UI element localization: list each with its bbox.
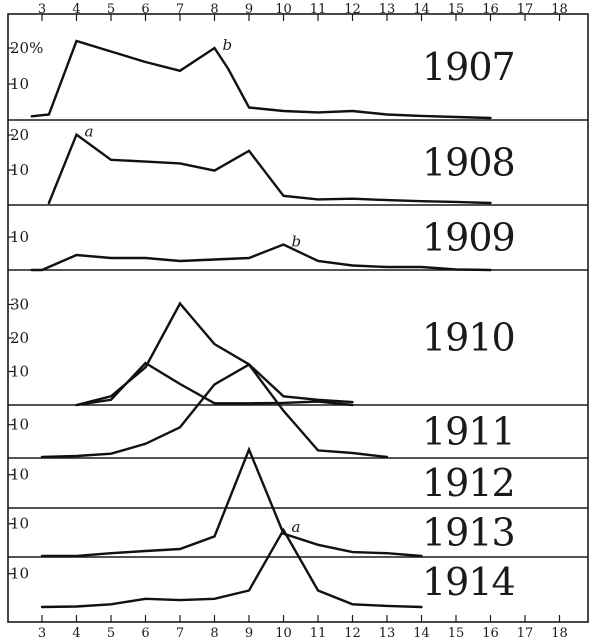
x-tick-label-top-14: 14: [413, 2, 430, 17]
x-tick-label-top-5: 5: [107, 2, 115, 17]
series-line-1911: [75, 301, 354, 407]
x-tick-label-top-11: 11: [310, 2, 327, 17]
chart-frame: [7, 13, 589, 623]
y-tick-label-1909-10: 10: [10, 228, 29, 246]
x-tick-label-bottom-3: 3: [38, 626, 46, 641]
x-tick-label-bottom-8: 8: [210, 626, 218, 641]
annotation-1909-b: b: [292, 233, 302, 251]
annotation-1907-b: b: [223, 36, 233, 54]
year-label-1908: 1908: [422, 141, 515, 185]
series-line-1908: [47, 132, 492, 205]
series-line-1913: [40, 446, 423, 558]
x-tick-label-bottom-13: 13: [379, 626, 396, 641]
series-line-1912: [40, 363, 389, 459]
x-tick-label-bottom-5: 5: [107, 626, 115, 641]
x-tick-label-top-17: 17: [517, 2, 534, 17]
year-label-1914: 1914: [422, 560, 515, 604]
x-tick-label-bottom-9: 9: [245, 626, 253, 641]
x-tick-label-top-15: 15: [448, 2, 465, 17]
x-tick-label-top-10: 10: [275, 2, 292, 17]
x-tick-label-bottom-6: 6: [141, 626, 149, 641]
y-tick-label-1908-10: 10: [10, 161, 29, 179]
series-line-1907: [30, 39, 492, 120]
year-label-1912: 1912: [422, 461, 515, 505]
x-tick-label-top-12: 12: [344, 2, 361, 17]
x-tick-label-top-7: 7: [176, 2, 184, 17]
x-tick-label-bottom-15: 15: [448, 626, 465, 641]
y-tick-label-1907-20: 20%: [10, 39, 43, 57]
year-label-1911: 1911: [422, 410, 515, 454]
y-tick-label-1910-30: 30: [10, 296, 29, 314]
x-tick-label-top-9: 9: [245, 2, 253, 17]
year-label-1913: 1913: [422, 511, 515, 555]
series-line-1914: [40, 527, 423, 609]
x-tick-label-bottom-4: 4: [72, 626, 80, 641]
y-tick-label-1911-10: 10: [10, 416, 29, 434]
y-tick-label-1907-10: 10: [10, 75, 29, 93]
year-label-1909: 1909: [422, 216, 515, 260]
x-tick-label-bottom-18: 18: [551, 626, 568, 641]
series-line-1909: [30, 243, 492, 272]
x-tick-label-bottom-10: 10: [275, 626, 292, 641]
annotation-1914-a: a: [292, 518, 301, 536]
x-tick-label-bottom-17: 17: [517, 626, 534, 641]
annotation-1908-a: a: [85, 123, 94, 141]
x-tick-label-top-8: 8: [210, 2, 218, 17]
y-tick-label-1908-20: 20: [10, 126, 29, 144]
y-tick-label-1914-10: 10: [10, 565, 29, 583]
y-tick-label-1910-20: 20: [10, 329, 29, 347]
x-tick-label-top-13: 13: [379, 2, 396, 17]
x-tick-label-top-16: 16: [482, 2, 499, 17]
year-label-1910: 1910: [422, 316, 515, 360]
x-tick-label-top-3: 3: [38, 2, 46, 17]
y-tick-label-1913-10: 10: [10, 515, 29, 533]
year-label-1907: 1907: [422, 45, 515, 89]
y-tick-label-1912-10: 10: [10, 466, 29, 484]
x-tick-label-bottom-14: 14: [413, 626, 430, 641]
x-tick-label-top-4: 4: [72, 2, 80, 17]
x-tick-label-top-18: 18: [551, 2, 568, 17]
y-tick-label-1910-10: 10: [10, 363, 29, 381]
x-tick-label-bottom-11: 11: [310, 626, 327, 641]
x-tick-label-bottom-16: 16: [482, 626, 499, 641]
x-tick-label-top-6: 6: [141, 2, 149, 17]
x-tick-label-bottom-12: 12: [344, 626, 361, 641]
x-tick-label-bottom-7: 7: [176, 626, 184, 641]
